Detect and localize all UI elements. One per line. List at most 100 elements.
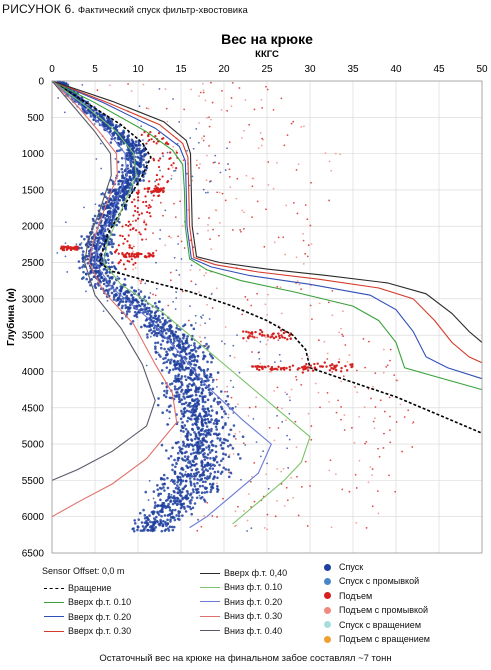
scatter-point-trip-in [116,160,120,164]
scatter-point-trip-in [180,502,183,506]
scatter-point-trip-in [109,197,113,201]
scatter-point-trip-in [117,277,121,280]
scatter-point-trip-out [386,364,389,367]
scatter-point-trip-in [193,485,197,488]
x-tick-label: 35 [347,64,359,75]
scatter-point-trip-in [202,447,206,451]
scatter-point-outlier [227,163,229,165]
scatter-point-trip-out [344,344,347,346]
scatter-point-trip-in [174,355,177,358]
scatter-point-pick-up [154,135,157,138]
scatter-point-trip-in [185,392,188,395]
scatter-point-pick-up [148,204,151,207]
scatter-point-trip-in [195,423,198,427]
scatter-point-outlier [289,399,291,402]
scatter-point-trip-in [191,459,195,463]
scatter-point-trip-in [182,333,186,337]
scatter-point-pick-up [59,247,63,250]
scatter-point-trip-in [121,171,124,174]
scatter-point-trip-in [142,508,145,512]
scatter-point-trip-in [189,465,192,469]
scatter-point-trip-in [161,339,165,343]
scatter-point-trip-out [265,208,267,211]
scatter-point-trip-out [201,137,203,140]
legend-swatch [200,615,220,617]
scatter-point-trip-in [129,322,133,326]
scatter-point-pick-up [256,365,259,368]
scatter-point-outlier [259,455,262,458]
legend-label: Вверх ф.т. 0.10 [68,597,132,608]
scatter-point-outlier [202,188,205,191]
scatter-point-trip-out [134,266,137,269]
scatter-point-trip-in [191,399,194,402]
scatter-point-trip-out [246,519,249,522]
scatter-point-trip-out [411,422,414,425]
scatter-point-trip-in [195,496,199,500]
scatter-point-trip-in [191,488,195,491]
scatter-point-trip-in [123,168,127,172]
scatter-point-trip-in [183,368,186,372]
scatter-point-trip-in [139,290,143,293]
scatter-point-trip-in [169,499,173,503]
scatter-point-trip-in [170,358,173,362]
scatter-point-trip-in [96,255,100,259]
scatter-point-trip-in [105,284,108,288]
scatter-point-trip-in [85,277,88,281]
scatter-point-trip-in [194,350,198,353]
scatter-point-trip-in [110,242,113,246]
scatter-point-trip-out [280,407,283,410]
scatter-point-trip-in [218,463,221,467]
scatter-point-outlier [229,354,232,357]
scatter-point-trip-in [166,486,170,490]
scatter-point-trip-out [236,505,239,508]
scatter-point-trip-in [204,395,207,398]
scatter-point-trip-in [214,425,218,429]
scatter-point-trip-in [134,289,138,293]
scatter-point-trip-in [210,485,213,489]
scatter-point-trip-out [340,418,342,421]
scatter-point-trip-in [202,498,206,501]
scatter-point-pick-up [339,370,343,373]
scatter-point-trip-in [203,372,206,375]
scatter-point-pick-up [140,133,143,136]
scatter-point-pick-up [316,362,319,365]
scatter-point-trip-in [198,394,202,398]
legend-item: Вверх ф.т. 0.20 [44,610,131,624]
scatter-point-trip-in [189,501,192,505]
scatter-point-trip-in [108,127,112,130]
scatter-point-trip-in [122,193,126,197]
scatter-point-trip-in [93,251,96,255]
scatter-point-trip-in [196,425,199,429]
scatter-point-outlier [173,170,175,172]
scatter-point-trip-in [211,387,215,391]
scatter-point-trip-out [263,526,266,529]
scatter-point-trip-in [142,158,145,162]
scatter-point-pick-up [115,248,118,251]
scatter-point-trip-in [206,417,210,421]
scatter-point-outlier [138,105,141,108]
scatter-point-outlier [186,149,188,152]
scatter-point-trip-out [231,229,234,231]
scatter-point-trip-out [256,292,258,295]
scatter-point-trip-in [152,517,156,520]
scatter-point-outlier [137,288,140,291]
scatter-point-trip-out [244,295,247,298]
scatter-point-pick-up [325,365,328,368]
scatter-point-trip-out [372,385,374,388]
scatter-point-trip-in [176,387,179,391]
scatter-point-trip-in [163,361,166,365]
scatter-point-trip-out [244,99,247,101]
scatter-point-trip-out [152,232,154,235]
scatter-point-trip-in [179,350,183,354]
x-tick-label: 25 [261,64,273,75]
scatter-point-trip-in [164,332,168,335]
scatter-point-trip-out [310,438,313,441]
scatter-point-trip-in [122,186,126,190]
scatter-point-trip-in [163,482,166,486]
scatter-point-pick-up [166,180,170,183]
scatter-point-outlier [168,417,171,420]
scatter-point-pick-up [169,157,172,160]
scatter-point-outlier [252,417,255,420]
scatter-point-trip-out [279,286,282,289]
scatter-point-trip-out [210,248,213,251]
